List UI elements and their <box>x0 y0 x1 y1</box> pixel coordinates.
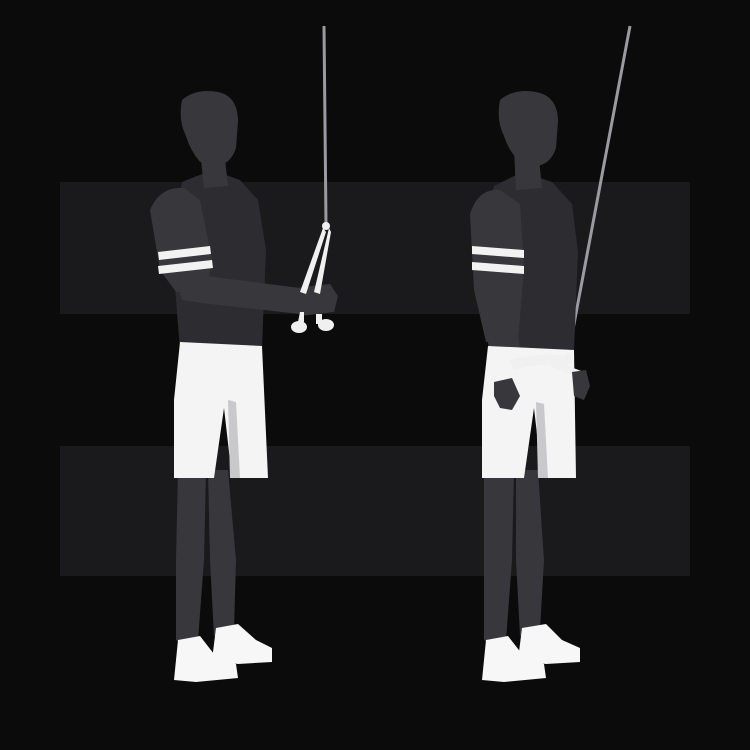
cable-line-end <box>566 25 632 357</box>
armband-stripe-2-start <box>158 260 213 274</box>
shorts-shadow-end <box>536 402 548 478</box>
shorts-start <box>174 342 268 478</box>
leg-front-end <box>484 470 514 646</box>
hand-left-end <box>494 378 520 410</box>
figure-start-position <box>150 25 338 682</box>
leg-back-start <box>208 470 236 636</box>
shoe-front-end <box>482 636 546 682</box>
leg-front-start <box>176 470 206 646</box>
leg-back-end <box>516 470 544 636</box>
shoe-back-start <box>212 624 272 664</box>
rope-attachment-start <box>291 222 334 333</box>
shoe-back-end <box>518 624 580 664</box>
head-start <box>180 91 238 166</box>
shorts-shadow-start <box>228 400 240 478</box>
armband-stripe-1-end <box>472 246 524 258</box>
armband-stripe-2-end <box>472 262 524 274</box>
head-end <box>498 91 558 166</box>
hand-right-end <box>572 370 590 400</box>
background-band-bottom <box>60 446 690 576</box>
shorts-end <box>482 346 576 478</box>
armband-stripe-1-start <box>158 246 211 260</box>
figure-end-position <box>470 25 632 682</box>
forearm-start <box>176 276 322 314</box>
cable-line-start <box>322 25 328 225</box>
shoe-front-start <box>174 636 238 682</box>
